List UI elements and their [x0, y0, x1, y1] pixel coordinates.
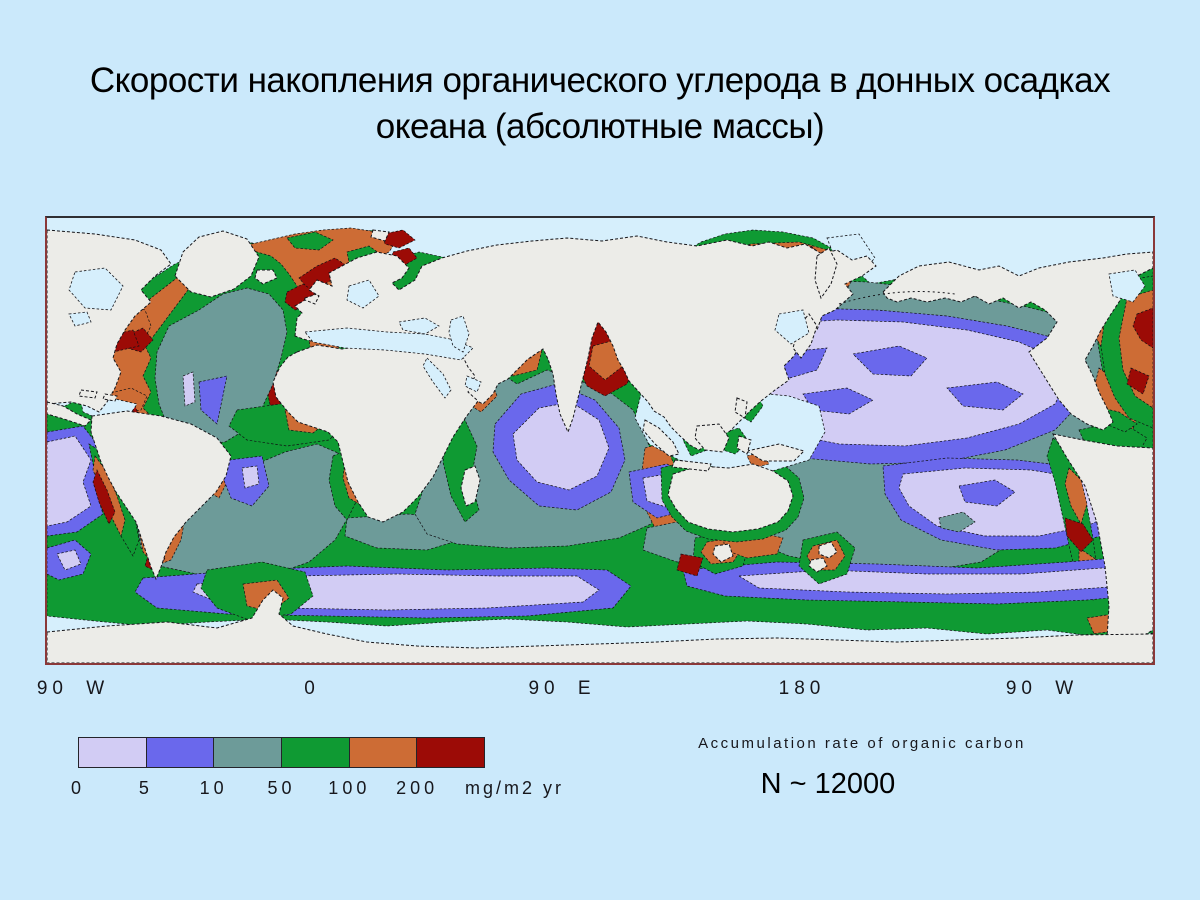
red-sea: [422, 357, 452, 399]
slide-title: Скорости накопления органического углеро…: [89, 61, 1111, 146]
land-iceland: [254, 269, 278, 285]
great-lakes: [68, 311, 92, 327]
black-sea: [398, 317, 440, 335]
land-svalbard: [370, 229, 390, 242]
persian-gulf: [464, 375, 482, 393]
land-madagascar: [460, 465, 481, 507]
legend-boundary-value: 0: [70, 778, 86, 798]
land-japan: [792, 313, 818, 359]
land-caribbean-islands: [102, 393, 118, 402]
land-greenland: [174, 230, 260, 298]
land-south-america-wrap: [1052, 433, 1153, 663]
sample-size-label: N ~ 12000: [760, 768, 896, 800]
longitude-tick: 90 W: [36, 678, 110, 699]
legend-color-bar: [78, 737, 485, 768]
longitude-tick: 90 W: [1005, 678, 1079, 699]
ocean-region: [1132, 307, 1153, 349]
ocean-region: [182, 371, 196, 407]
world-map-figure: [45, 216, 1155, 665]
legend-boundary-value: 100: [328, 778, 371, 798]
land-sulawesi: [736, 435, 752, 455]
ocean-region: [676, 553, 704, 577]
ocean-region: [56, 549, 82, 571]
land-north-america-west: [882, 251, 1153, 431]
legend-boundary-value: 10: [199, 778, 228, 798]
ocean-region: [938, 511, 976, 533]
land-new-zealand: [808, 557, 828, 573]
land-philippines: [734, 397, 748, 419]
hudson-bay: [68, 267, 124, 311]
land-antarctica: [47, 589, 1153, 663]
sea-of-japan: [774, 309, 810, 345]
legend-boundary-value: 200: [396, 778, 439, 798]
legend-swatch: [213, 738, 282, 767]
land-tasmania: [712, 543, 734, 563]
legend-swatch: [145, 738, 214, 767]
caspian-sea: [448, 315, 470, 353]
ocean-region: [946, 381, 1024, 411]
legend-swatch: [348, 738, 417, 767]
ocean-region: [47, 435, 92, 527]
legend-title: Accumulation rate of organic carbon: [698, 735, 1026, 752]
ocean-region: [198, 375, 228, 425]
ocean-region: [1126, 367, 1150, 395]
ocean-region: [382, 229, 416, 249]
land-new-zealand: [818, 541, 838, 559]
land-java: [671, 459, 712, 472]
ocean-region: [958, 479, 1016, 507]
legend-unit-label: mg/m2 yr: [465, 778, 565, 798]
ocean-region: [92, 469, 116, 525]
land-central-america: [47, 401, 92, 427]
land-kamchatka: [814, 247, 838, 300]
ocean-region: [852, 345, 928, 377]
longitude-tick: 180: [778, 678, 826, 699]
ocean-region: [1064, 517, 1094, 553]
land-borneo: [694, 423, 730, 453]
baltic-sea: [346, 279, 380, 309]
land-eurasia: [294, 235, 877, 451]
mediterranean-sea: [304, 327, 474, 361]
legend-swatch: [281, 738, 349, 767]
land-south-america: [90, 410, 232, 581]
world-map-svg: [47, 218, 1153, 663]
ocean-region: [241, 465, 260, 489]
hudson-bay-wrap: [1108, 269, 1146, 303]
ocean-region: [286, 231, 334, 251]
legend-swatch: [79, 738, 146, 767]
legend-swatch: [416, 738, 485, 767]
legend-boundary-value: 5: [138, 778, 153, 798]
land-new-guinea: [745, 443, 805, 462]
ocean-region: [802, 387, 874, 415]
land-caribbean-islands: [78, 389, 98, 399]
ocean-region: [512, 401, 610, 491]
longitude-tick: 0: [304, 678, 320, 699]
longitude-tick: 90 E: [528, 678, 596, 699]
land-sumatra: [642, 419, 680, 457]
legend-boundary-value: 50: [267, 778, 296, 798]
land-australia: [667, 463, 794, 533]
